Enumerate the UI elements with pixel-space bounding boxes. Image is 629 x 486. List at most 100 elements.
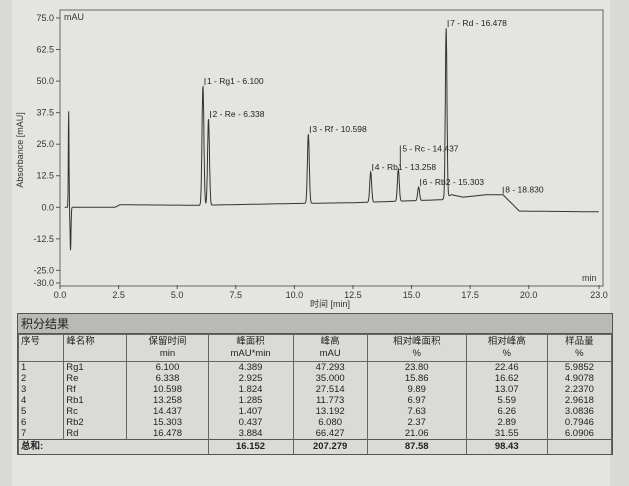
table-cell: 47.293: [292, 361, 368, 373]
table-row: 1 Rg1 6.100 4.389 47.293 23.80 22.46 5.9852: [17, 361, 613, 373]
y-tick-label: 12.5: [36, 171, 54, 181]
table-row: 4 Rb1 13.258 1.285 11.773 6.97 5.59 2.9618: [17, 395, 613, 406]
table-cell: 4: [17, 395, 65, 406]
y-unit: mAU: [64, 12, 84, 22]
table-cell: 6.100: [126, 361, 209, 373]
table-cell: 22.46: [465, 361, 548, 373]
table-cell: 2.2370: [546, 384, 613, 395]
x-unit: min: [582, 273, 597, 283]
y-tick-label: 37.5: [36, 108, 54, 118]
table-title: 积分结果: [18, 314, 612, 334]
total-row: 总和: 16.152 207.279 87.58 98.43: [18, 439, 613, 454]
table-cell: 5: [17, 406, 65, 417]
column-header: 相对峰高%: [465, 334, 548, 362]
table-cell: 7: [17, 428, 65, 440]
table-cell: 66.427: [292, 428, 368, 440]
table-cell: Rg1: [63, 361, 128, 373]
column-name: 序号: [21, 336, 41, 347]
table-cell: 15.303: [126, 417, 209, 428]
table-cell: 6.338: [126, 373, 209, 384]
column-name: 峰面积: [236, 336, 265, 347]
table-cell: 2.9618: [546, 395, 613, 406]
total-cell: 87.58: [366, 439, 467, 454]
table-cell: 6: [17, 417, 65, 428]
x-tick-label: 10.0: [286, 290, 304, 300]
column-header: 保留时间 min: [126, 334, 209, 362]
table-row: 7 Rd 16.478 3.884 66.427 21.06 31.55 6.0906: [17, 428, 613, 440]
column-header: 峰名称: [63, 334, 128, 362]
peak-label: 8 - 18.830: [505, 185, 544, 195]
y-tick-label: 25.0: [36, 139, 54, 149]
table-cell: 1: [17, 361, 65, 373]
x-tick-label: 20.0: [520, 290, 538, 300]
table-cell: 0.7946: [546, 417, 613, 428]
table-cell: 1.285: [207, 395, 294, 406]
column-name: 峰名称: [66, 336, 95, 347]
y-tick-label: 75.0: [36, 13, 54, 23]
peak-label: 1 - Rg1 - 6.100: [207, 76, 264, 86]
chromatogram: 75.0 62.5 50.0 37.5 25.0 12.5 0.0 -12.5 -25.0 -30…: [15, 9, 608, 309]
table-cell: 6.080: [292, 417, 368, 428]
column-name: 样品量: [565, 336, 594, 347]
table-cell: 16.62: [465, 373, 548, 384]
y-tick-label: 50.0: [36, 76, 54, 86]
column-name: 峰高: [320, 336, 340, 347]
table-cell: 13.07: [465, 384, 548, 395]
table-cell: Rb2: [63, 417, 128, 428]
table-cell: 15.86: [366, 373, 467, 384]
table-cell: 3.884: [207, 428, 294, 440]
table-cell: 2.37: [366, 417, 467, 428]
y-axis-label: Absorbance [mAU]: [15, 112, 25, 188]
table-cell: 13.258: [126, 395, 209, 406]
x-tick-label: 15.0: [403, 290, 421, 300]
x-tick-label: 2.5: [112, 290, 125, 300]
table-cell: 4.389: [207, 361, 294, 373]
table-cell: 2.89: [465, 417, 548, 428]
column-unit: mAU*min: [230, 348, 271, 359]
table-cell: 0.437: [207, 417, 294, 428]
column-unit: mAU: [319, 348, 341, 359]
total-cell: 98.43: [465, 439, 548, 454]
table-cell: 10.598: [126, 384, 209, 395]
table-cell: 3: [17, 384, 65, 395]
column-unit: %: [502, 348, 511, 359]
column-header: 峰高 mAU: [292, 334, 368, 362]
peak-label: 5 - Rc - 14.437: [402, 143, 458, 153]
table-cell: 9.89: [366, 384, 467, 395]
x-tick-label: 12.5: [344, 290, 362, 300]
table-cell: 35.000: [292, 373, 368, 384]
peak-label: 6 - Rb2 - 15.303: [423, 177, 485, 187]
table-cell: 6.0906: [546, 428, 613, 440]
table-row: 6 Rb2 15.303 0.437 6.080 2.37 2.89 0.7946: [17, 417, 613, 428]
column-unit: min: [159, 348, 176, 359]
table-cell: Rf: [63, 384, 128, 395]
x-tick-label: 7.5: [230, 290, 243, 300]
table-cell: 14.437: [126, 406, 209, 417]
y-tick-label: -12.5: [33, 234, 54, 244]
column-name: 相对峰高: [487, 336, 526, 347]
peak-label: 7 - Rd - 16.478: [450, 18, 507, 28]
column-name: 相对峰面积: [392, 336, 441, 347]
table-cell: 6.26: [465, 406, 548, 417]
table-cell: 3.0836: [546, 406, 613, 417]
plot-frame: [59, 9, 604, 287]
table-cell: 11.773: [292, 395, 368, 406]
column-header: 峰面积 mAU*min: [207, 334, 294, 362]
x-tick-label: 5.0: [171, 290, 184, 300]
peak-label: 2 - Re - 6.338: [213, 109, 265, 119]
table-cell: 21.06: [366, 428, 467, 440]
x-tick-label: 0.0: [54, 290, 67, 300]
y-tick-label: -25.0: [33, 265, 54, 275]
table-cell: 16.478: [126, 428, 209, 440]
table-row: 5 Rc 14.437 1.407 13.192 7.63 6.26 3.0836: [17, 406, 613, 417]
table-cell: 6.97: [366, 395, 467, 406]
table-row: 3 Rf 10.598 1.824 27.514 9.89 13.07 2.2370: [17, 384, 613, 395]
column-header: 相对峰面积%: [366, 334, 467, 362]
table-cell: 1.407: [207, 406, 294, 417]
table-cell: 5.9852: [546, 361, 613, 373]
table-cell: 2.925: [207, 373, 294, 384]
table-cell: 31.55: [465, 428, 548, 440]
chromatogram-trace: [64, 28, 599, 251]
table-cell: 13.192: [292, 406, 368, 417]
total-cell: [546, 439, 613, 454]
